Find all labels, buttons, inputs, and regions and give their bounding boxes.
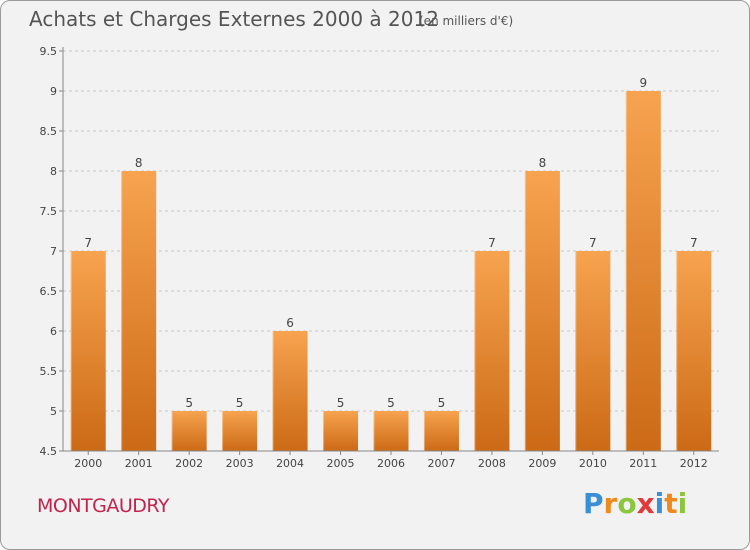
data-label: 5 <box>236 396 244 410</box>
y-tick-label: 6.5 <box>40 285 58 298</box>
y-tick-label: 9.5 <box>40 45 58 58</box>
bar <box>272 331 308 451</box>
bar <box>121 171 157 451</box>
logo-letter: i <box>677 487 688 520</box>
bar <box>474 251 510 451</box>
x-tick-label: 2010 <box>579 457 607 470</box>
x-tick-label: 2012 <box>680 457 708 470</box>
bar <box>323 411 359 451</box>
data-label: 7 <box>690 236 698 250</box>
x-tick-label: 2004 <box>276 457 304 470</box>
x-tick-label: 2000 <box>74 457 102 470</box>
logo-letter: r <box>603 487 618 520</box>
bar <box>171 411 207 451</box>
y-tick-label: 5.5 <box>40 365 58 378</box>
bar <box>222 411 258 451</box>
bar <box>423 411 459 451</box>
x-tick-label: 2006 <box>377 457 405 470</box>
bar <box>575 251 611 451</box>
y-tick-label: 7.5 <box>40 205 58 218</box>
bar <box>625 91 661 451</box>
data-label: 7 <box>84 236 92 250</box>
x-tick-label: 2003 <box>226 457 254 470</box>
data-label: 7 <box>589 236 597 250</box>
data-label: 5 <box>438 396 446 410</box>
x-tick-label: 2009 <box>528 457 556 470</box>
y-tick-label: 4.5 <box>40 445 58 458</box>
chart-title: Achats et Charges Externes 2000 à 2012 <box>29 7 439 31</box>
x-tick-label: 2005 <box>327 457 355 470</box>
data-label: 5 <box>337 396 345 410</box>
bar <box>373 411 409 451</box>
proxiti-logo[interactable]: Proxiti <box>583 487 687 520</box>
bar <box>676 251 712 451</box>
y-tick-label: 5 <box>50 405 57 418</box>
logo-letter: P <box>583 487 604 520</box>
chart-subtitle: (en milliers d'€) <box>419 14 514 28</box>
data-label: 9 <box>639 76 647 90</box>
bar <box>70 251 106 451</box>
bars <box>70 91 712 451</box>
commune-name: MONTGAUDRY <box>37 495 170 517</box>
logo-letter: i <box>654 487 665 520</box>
logo-letter: o <box>617 487 637 520</box>
data-label: 7 <box>488 236 496 250</box>
bar <box>524 171 560 451</box>
x-tick-label: 2007 <box>427 457 455 470</box>
x-tick-label: 2011 <box>629 457 657 470</box>
y-tick-label: 8.5 <box>40 125 58 138</box>
x-tick-label: 2001 <box>125 457 153 470</box>
logo-letter: x <box>636 487 655 520</box>
data-label: 6 <box>286 316 294 330</box>
x-tick-label: 2008 <box>478 457 506 470</box>
data-label: 5 <box>387 396 395 410</box>
y-tick-label: 6 <box>50 325 57 338</box>
axes: 4.5 5 5.5 6 6.5 7 7.5 8 8.5 9 9.5 7 2000 8 2001 5 2002 5 2… <box>40 45 719 470</box>
y-tick-label: 9 <box>50 85 57 98</box>
data-label: 5 <box>185 396 193 410</box>
y-tick-label: 7 <box>50 245 57 258</box>
grid-lines <box>59 50 719 452</box>
data-label: 8 <box>539 156 547 170</box>
data-label: 8 <box>135 156 143 170</box>
x-tick-label: 2002 <box>175 457 203 470</box>
y-tick-label: 8 <box>50 165 57 178</box>
logo-letter: t <box>664 487 678 520</box>
